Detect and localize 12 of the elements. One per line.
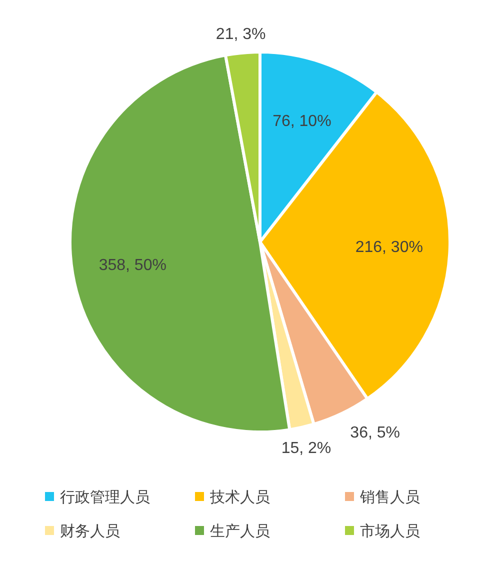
data-label: 15, 2% (281, 440, 332, 457)
data-label: 216, 30% (355, 238, 423, 256)
legend-label: 市场人员 (360, 523, 420, 540)
legend-label: 销售人员 (359, 489, 420, 506)
legend-label: 财务人员 (60, 523, 120, 540)
data-label: 21, 3% (216, 26, 266, 43)
data-label: 36, 5% (350, 424, 400, 442)
data-label: 76, 10% (272, 112, 332, 130)
legend-label: 技术人员 (209, 489, 270, 506)
legend-label: 行政管理人员 (60, 489, 150, 506)
data-label: 358, 50% (98, 256, 166, 274)
legend-label: 生产人员 (210, 523, 270, 540)
